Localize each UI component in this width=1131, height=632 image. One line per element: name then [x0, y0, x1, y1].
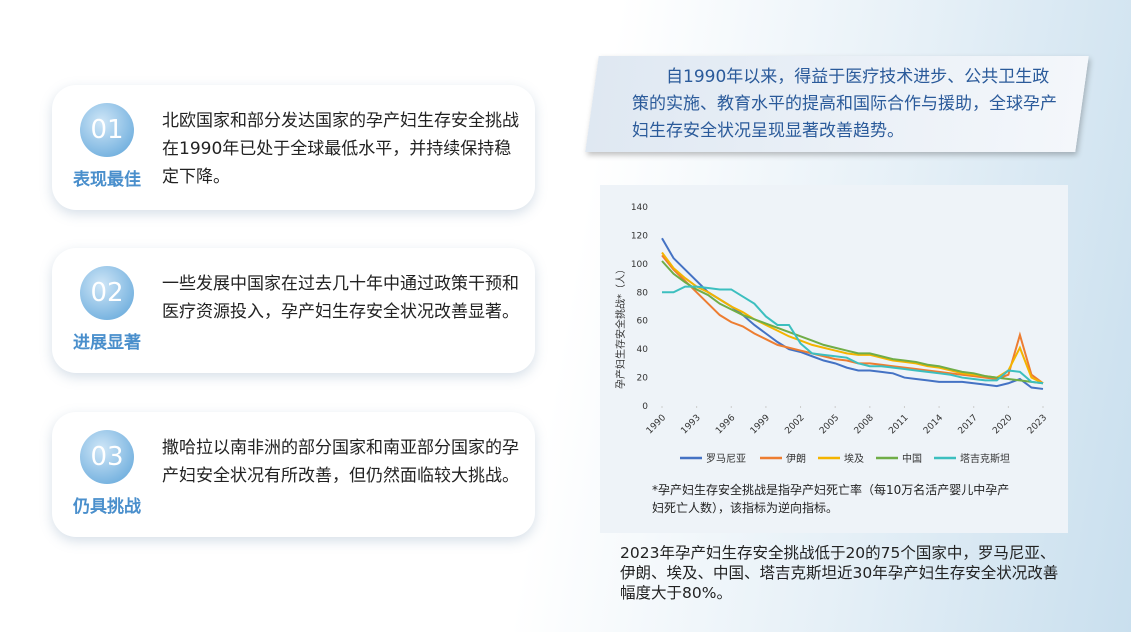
- card-number: 02: [80, 266, 134, 320]
- line: [661, 251, 1044, 385]
- y-tick-label: 100: [631, 260, 648, 270]
- x-tick-label: 2014: [922, 413, 945, 436]
- legend-label: 中国: [902, 452, 922, 465]
- card-label: 进展显著: [73, 333, 141, 353]
- card-text: 撒哈拉以南非洲的部分国家和南亚部分国家的孕产妇安全状况有所改善，但仍然面临较大挑…: [162, 438, 519, 486]
- y-tick-label: 0: [642, 402, 648, 412]
- legend-label: 罗马尼亚: [706, 453, 746, 465]
- y-tick-label: 60: [637, 317, 649, 327]
- card-label: 表现最佳: [73, 170, 141, 190]
- card-text: 一些发展中国家在过去几十年中通过政策干预和医疗资源投入，孕产妇生存安全状况改善显…: [162, 274, 519, 322]
- x-tick-label: 1996: [714, 413, 737, 436]
- x-tick-label: 2011: [887, 413, 910, 436]
- intro-text: 自1990年以来，得益于医疗技术进步、公共卫生政策的实施、教育水平的提高和国际合…: [632, 67, 1057, 141]
- y-tick-label: 120: [631, 231, 648, 241]
- chart-note: *孕产妇生存安全挑战是指孕产妇死亡率（每10万名活产婴儿中孕产妇死亡人数），该指…: [652, 483, 1010, 515]
- chart: 0 20 40 60 80 100 120 140 1990 1993 1996 1999 2002 20…: [614, 203, 1049, 465]
- legend-label: 塔吉克斯坦: [960, 452, 1010, 465]
- x-tick-label: 2008: [853, 413, 876, 436]
- card-text: 北欧国家和部分发达国家的孕产妇生存安全挑战在1990年已处于全球最低水平，并持续…: [162, 111, 519, 187]
- line: [662, 285, 1044, 385]
- y-tick-label: 40: [637, 345, 649, 355]
- legend-label: 伊朗: [786, 453, 806, 465]
- x-tick-label: 2023: [1026, 413, 1049, 436]
- summary: 2023年孕产妇生存安全挑战低于20的75个国家中，罗马尼亚、伊朗、埃及、中国、…: [620, 544, 1059, 602]
- line: [661, 254, 1044, 385]
- x-tick-label: 2005: [818, 413, 841, 436]
- x-tick-label: 2020: [991, 413, 1014, 436]
- card-number: 03: [80, 430, 134, 484]
- card: 02 进展显著 一些发展中国家在过去几十年中通过政策干预和医疗资源投入，孕产妇生存安…: [52, 248, 535, 373]
- x-tick-label: 1999: [749, 413, 772, 436]
- y-tick-label: 20: [637, 374, 649, 384]
- x-tick-label: 2002: [783, 413, 806, 436]
- y-tick-label: 140: [631, 203, 648, 213]
- x-tick-label: 1993: [679, 413, 702, 436]
- chart-panel: 0 20 40 60 80 100 120 140 1990 1993 1996 1999 2002 20…: [600, 185, 1068, 533]
- legend-label: 埃及: [844, 452, 864, 465]
- card: 03 仍具挑战 撒哈拉以南非洲的部分国家和南亚部分国家的孕产妇安全状况有所改善，但仍…: [52, 412, 535, 537]
- y-axis-label: 孕产妇生存安全挑战*（人）: [614, 264, 627, 389]
- line: [661, 260, 1044, 385]
- y-tick-label: 80: [637, 288, 649, 298]
- card-number: 01: [80, 103, 134, 157]
- card-label: 仍具挑战: [73, 497, 141, 517]
- card: 01 表现最佳 北欧国家和部分发达国家的孕产妇生存安全挑战在1990年已处于全球最低…: [52, 85, 535, 210]
- x-tick-label: 1990: [645, 413, 668, 436]
- x-tick-label: 2017: [957, 413, 980, 436]
